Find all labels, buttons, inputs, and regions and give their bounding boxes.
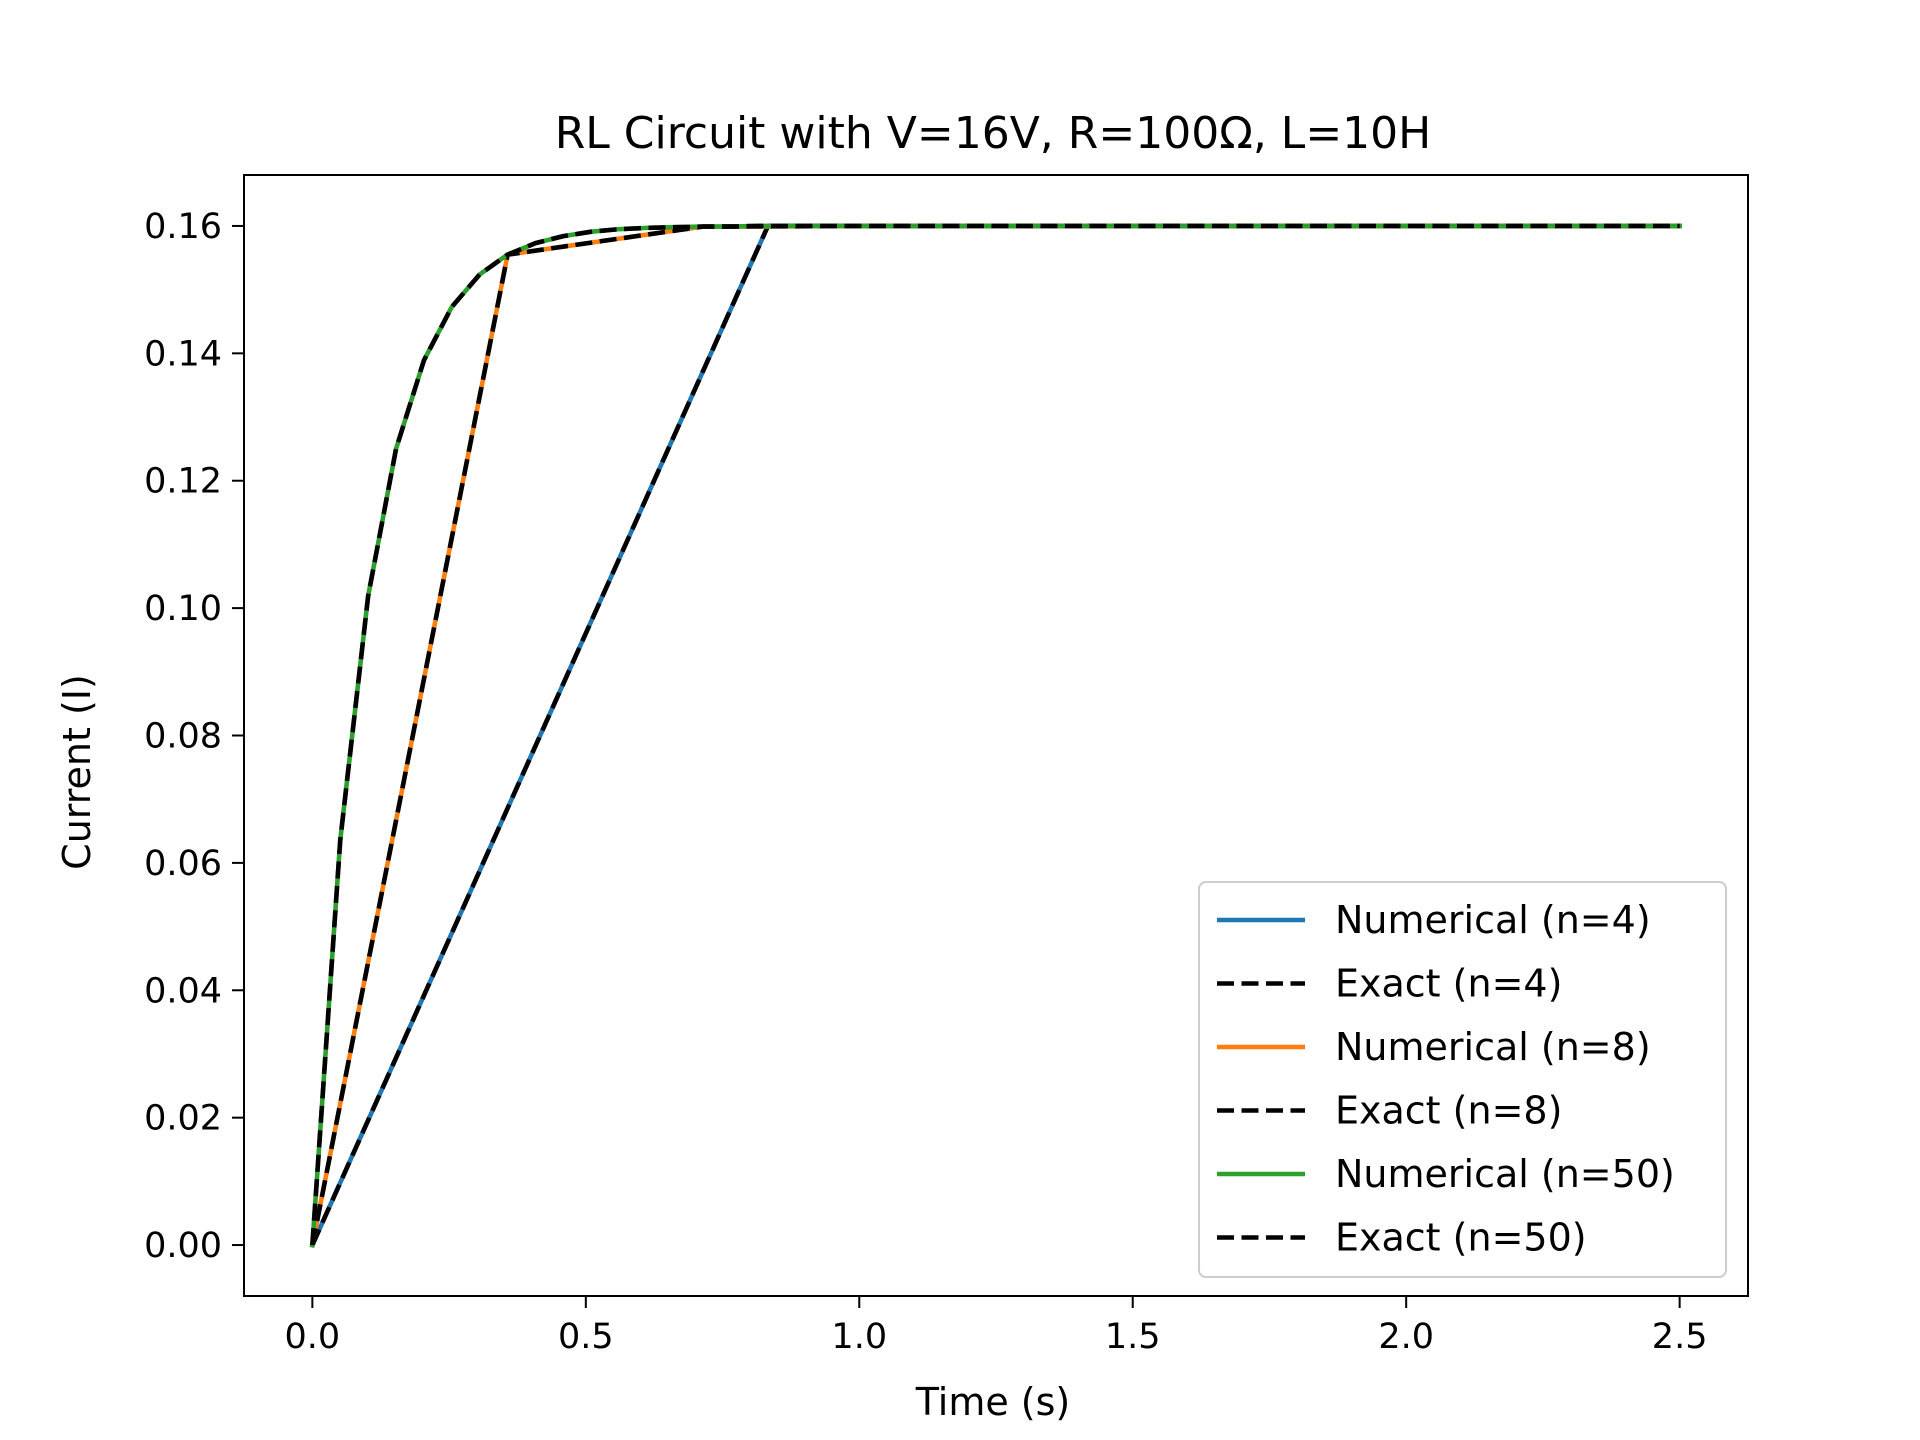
legend-entry-1: Exact (n=4) bbox=[1335, 962, 1562, 1006]
x-axis-label: Time (s) bbox=[915, 1380, 1071, 1424]
y-tick-label-5: 0.10 bbox=[144, 589, 222, 629]
legend-entry-2: Numerical (n=8) bbox=[1335, 1025, 1651, 1069]
x-tick-label-4: 2.0 bbox=[1378, 1317, 1434, 1357]
y-tick-label-8: 0.16 bbox=[144, 207, 222, 247]
x-tick-label-5: 2.5 bbox=[1652, 1317, 1708, 1357]
legend-entry-3: Exact (n=8) bbox=[1335, 1089, 1562, 1133]
legend-entry-0: Numerical (n=4) bbox=[1335, 898, 1651, 942]
legend-entry-4: Numerical (n=50) bbox=[1335, 1152, 1675, 1196]
plot-area: 0.0 0.5 1.0 1.5 2.0 2.5 0.00 0.02 0.04 0.06 0.08 0.… bbox=[144, 174, 1749, 1357]
y-tick-label-6: 0.12 bbox=[144, 462, 222, 502]
y-tick-label-4: 0.08 bbox=[144, 717, 222, 757]
series-line-5 bbox=[310, 223, 1680, 1246]
y-tick-label-3: 0.06 bbox=[144, 844, 222, 884]
legend: Numerical (n=4) Exact (n=4) Numerical (n=8… bbox=[1198, 881, 1727, 1278]
y-tick-label-1: 0.02 bbox=[144, 1099, 222, 1139]
x-tick-label-2: 1.0 bbox=[831, 1317, 887, 1357]
x-tick-label-0: 0.0 bbox=[285, 1317, 341, 1357]
series-lines bbox=[309, 223, 1682, 1249]
y-tick-label-0: 0.00 bbox=[144, 1226, 222, 1266]
x-tick-label-1: 0.5 bbox=[558, 1317, 614, 1357]
y-tick-label-2: 0.04 bbox=[144, 971, 222, 1011]
chart-title: RL Circuit with V=16V, R=100Ω, L=10H bbox=[555, 108, 1432, 159]
legend-entry-5: Exact (n=50) bbox=[1335, 1216, 1587, 1260]
y-axis-label: Current (I) bbox=[55, 674, 99, 870]
y-tick-label-7: 0.14 bbox=[144, 334, 222, 374]
x-tick-label-3: 1.5 bbox=[1105, 1317, 1161, 1357]
legend-box bbox=[1198, 881, 1727, 1278]
